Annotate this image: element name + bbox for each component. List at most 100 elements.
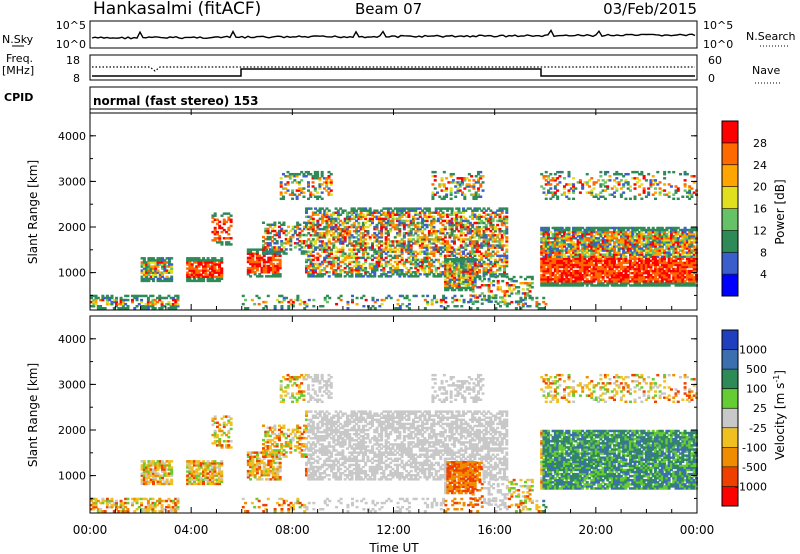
power-cell bbox=[558, 255, 562, 258]
power-cell bbox=[255, 275, 259, 278]
power-cell bbox=[140, 257, 144, 260]
power-cell bbox=[110, 294, 114, 298]
power-cell bbox=[418, 260, 422, 264]
power-cell bbox=[457, 246, 461, 249]
power-cell bbox=[423, 260, 427, 264]
power-cell bbox=[544, 261, 548, 265]
power-cell bbox=[569, 259, 573, 263]
power-cell bbox=[638, 284, 642, 287]
power-cell bbox=[350, 207, 354, 210]
power-cell bbox=[341, 240, 345, 243]
power-cell bbox=[320, 248, 324, 251]
power-cell bbox=[594, 257, 598, 261]
power-cell bbox=[355, 260, 359, 264]
power-cell bbox=[628, 234, 632, 238]
power-cell bbox=[583, 234, 587, 238]
power-cell bbox=[320, 170, 324, 174]
power-cell bbox=[414, 271, 418, 274]
power-cell bbox=[487, 254, 491, 258]
power-cell bbox=[432, 221, 436, 225]
power-cell bbox=[330, 262, 334, 266]
power-cell bbox=[567, 280, 571, 283]
power-cell bbox=[551, 261, 555, 265]
power-cell bbox=[498, 246, 502, 249]
power-cell bbox=[373, 264, 377, 268]
power-cell bbox=[567, 245, 571, 248]
power-cell bbox=[278, 266, 282, 270]
power-cell bbox=[318, 209, 322, 212]
power-cell bbox=[384, 275, 388, 278]
power-cell bbox=[460, 266, 464, 269]
power-cell bbox=[603, 265, 607, 269]
power-cell bbox=[318, 254, 322, 258]
power-cell bbox=[246, 258, 250, 262]
power-cell bbox=[615, 276, 619, 279]
power-cell bbox=[547, 284, 551, 287]
power-cell bbox=[459, 215, 463, 219]
power-cell bbox=[357, 225, 361, 229]
power-cell bbox=[567, 265, 571, 269]
power-cell bbox=[592, 284, 596, 287]
power-cell bbox=[421, 209, 425, 212]
power-cell bbox=[622, 273, 626, 277]
power-cell bbox=[581, 261, 585, 265]
power-cell bbox=[635, 276, 639, 279]
power-cell bbox=[402, 225, 406, 229]
power-cell bbox=[578, 230, 582, 234]
power-cell bbox=[574, 187, 578, 190]
power-cell bbox=[512, 279, 516, 283]
power-cell bbox=[160, 307, 164, 310]
power-cell bbox=[585, 267, 589, 271]
power-cell bbox=[615, 251, 619, 254]
power-cell bbox=[619, 226, 623, 230]
power-cell bbox=[293, 229, 297, 233]
power-cell bbox=[195, 257, 199, 260]
power-cell bbox=[560, 247, 564, 250]
power-cell bbox=[355, 213, 359, 217]
power-cell bbox=[459, 221, 463, 225]
power-cell bbox=[348, 266, 352, 270]
power-cell bbox=[450, 225, 454, 229]
power-cell bbox=[121, 307, 125, 310]
power-cell bbox=[368, 207, 372, 210]
power-cell bbox=[274, 268, 278, 272]
power-cell bbox=[211, 214, 215, 217]
power-cell bbox=[418, 244, 422, 247]
power-cell bbox=[149, 261, 153, 264]
power-cell bbox=[503, 244, 507, 247]
power-cell bbox=[156, 261, 160, 264]
power-cell bbox=[336, 221, 340, 225]
power-cell bbox=[441, 260, 445, 264]
power-cell bbox=[368, 217, 372, 221]
power-cell bbox=[249, 268, 253, 272]
power-cell bbox=[400, 258, 404, 262]
power-cell bbox=[444, 282, 448, 286]
power-cell bbox=[441, 250, 445, 253]
power-cell bbox=[477, 221, 481, 225]
power-cell bbox=[229, 214, 233, 217]
power-cell bbox=[316, 256, 320, 260]
power-cell bbox=[624, 271, 628, 275]
power-cell bbox=[327, 177, 331, 180]
power-cell bbox=[325, 256, 329, 260]
power-cell bbox=[451, 179, 455, 182]
power-cell bbox=[601, 239, 605, 242]
power-cell bbox=[500, 223, 504, 227]
power-cell bbox=[416, 240, 420, 243]
power-cell bbox=[255, 254, 259, 258]
power-cell bbox=[293, 175, 297, 178]
power-cell bbox=[562, 191, 566, 194]
power-cell bbox=[268, 252, 272, 255]
power-cell bbox=[375, 223, 379, 227]
power-cell bbox=[278, 264, 282, 268]
power-cell bbox=[622, 230, 626, 234]
power-cell bbox=[610, 269, 614, 273]
power-cell bbox=[471, 223, 475, 227]
power-cell bbox=[271, 235, 275, 239]
power-cell bbox=[414, 264, 418, 268]
power-cell bbox=[622, 269, 626, 273]
power-cell bbox=[146, 304, 150, 308]
power-cell bbox=[466, 219, 470, 223]
power-cell bbox=[443, 242, 447, 245]
